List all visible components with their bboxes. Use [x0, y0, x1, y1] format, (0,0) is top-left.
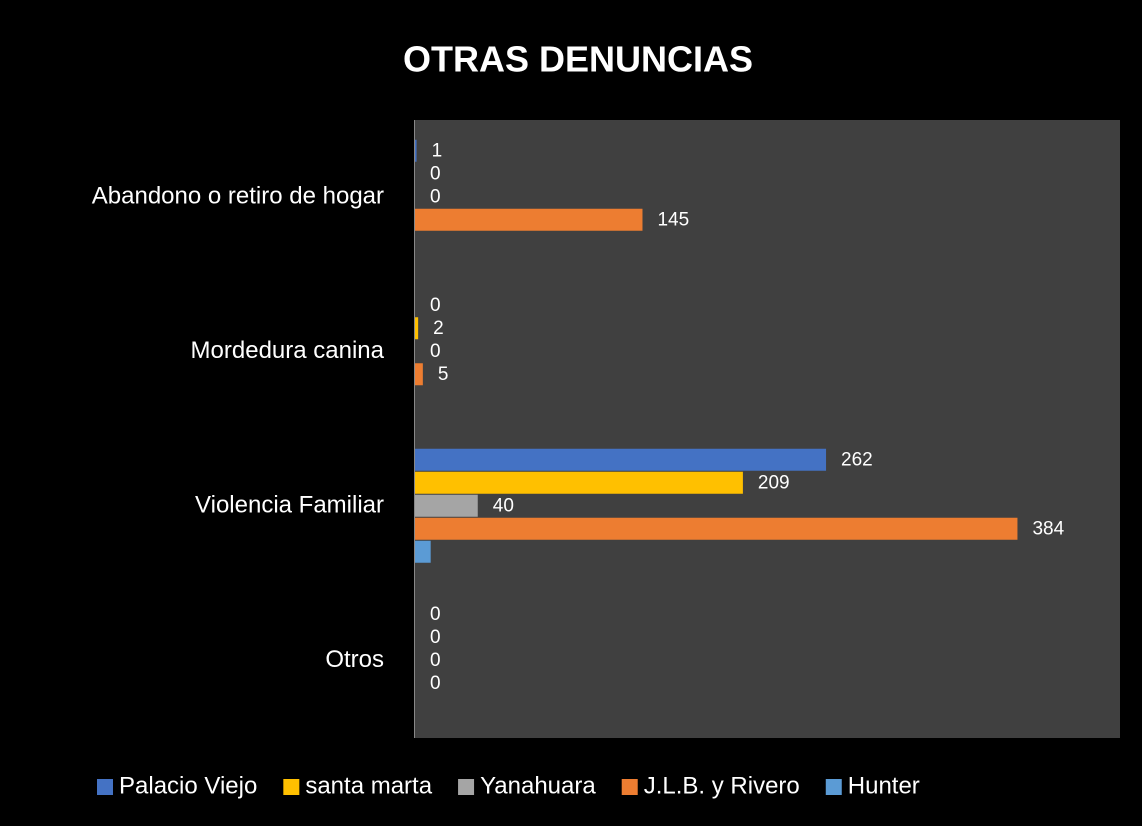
data-label: 0	[430, 650, 441, 671]
bar	[415, 494, 478, 517]
bar	[415, 363, 423, 386]
data-label: 0	[430, 604, 441, 625]
bar	[415, 448, 827, 471]
data-label: 0	[430, 673, 441, 694]
legend-label: santa marta	[305, 772, 432, 799]
data-label: 1	[432, 140, 443, 161]
legend-label: J.L.B. y Rivero	[644, 772, 800, 799]
data-label: 0	[430, 341, 441, 362]
category-label: Abandono o retiro de hogar	[92, 183, 384, 210]
data-label: 0	[430, 163, 441, 184]
legend-swatch	[458, 779, 475, 795]
category-label: Otros	[325, 646, 384, 673]
data-label: 2	[433, 318, 444, 339]
bar	[415, 317, 419, 340]
legend-swatch	[825, 779, 842, 795]
bar	[415, 517, 1018, 540]
data-label: 262	[841, 449, 873, 470]
legend-swatch	[97, 779, 113, 795]
data-label: 5	[438, 364, 449, 385]
bar	[415, 208, 643, 231]
legend-swatch	[283, 779, 300, 795]
data-label: 0	[430, 295, 441, 316]
data-label: 384	[1032, 518, 1064, 539]
data-label: 40	[493, 495, 514, 516]
chart-title: OTRAS DENUNCIAS	[403, 39, 753, 80]
category-label: Mordedura canina	[191, 337, 385, 364]
data-label: 145	[657, 209, 689, 230]
legend-label: Palacio Viejo	[119, 772, 257, 799]
category-label: Violencia Familiar	[195, 492, 384, 519]
data-label: 0	[430, 627, 441, 648]
data-label: 209	[758, 472, 790, 493]
bar	[415, 540, 431, 563]
legend-label: Yanahuara	[480, 772, 596, 799]
legend-swatch	[621, 779, 638, 795]
data-label: 0	[430, 186, 441, 207]
legend-label: Hunter	[848, 772, 920, 799]
bar	[415, 139, 417, 162]
bar	[415, 471, 743, 494]
